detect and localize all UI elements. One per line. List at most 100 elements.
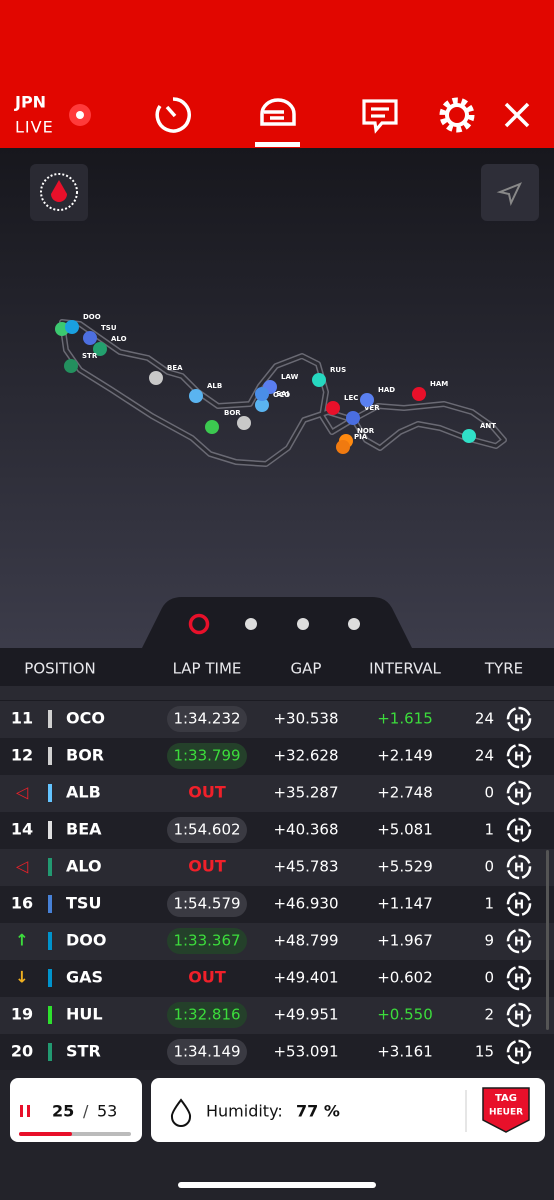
- team-color: [48, 747, 52, 765]
- map-dot[interactable]: [93, 342, 107, 356]
- map-label: TSU: [101, 324, 117, 332]
- table-row[interactable]: [0, 923, 554, 960]
- tyre: H: [514, 787, 524, 801]
- humidity-label: Humidity:: [206, 1102, 283, 1121]
- tyre: H: [514, 935, 524, 949]
- pager-tab: [0, 597, 554, 648]
- map-dot[interactable]: [237, 416, 251, 430]
- map-dot[interactable]: [65, 320, 79, 334]
- position: ◁: [15, 783, 29, 802]
- map-dot[interactable]: [64, 359, 78, 373]
- lap-time: OUT: [188, 968, 226, 987]
- interval: +1.615: [377, 710, 433, 728]
- lap-time-pill: [167, 928, 247, 954]
- team-color: [48, 932, 52, 950]
- interval: +1.967: [377, 932, 433, 950]
- helmet-icon[interactable]: [260, 98, 296, 126]
- tyre-ring: [506, 928, 532, 954]
- tyre: H: [514, 972, 524, 986]
- driver-code: ALB: [66, 783, 101, 802]
- map-dot[interactable]: [312, 373, 326, 387]
- close-icon[interactable]: [504, 102, 530, 128]
- tyre: H: [514, 824, 524, 838]
- map-label: ALB: [207, 382, 222, 390]
- position: 16: [11, 894, 33, 913]
- map-dot[interactable]: [336, 440, 350, 454]
- pager-dot-active[interactable]: [188, 613, 210, 635]
- table-row[interactable]: [0, 960, 554, 997]
- map-label: OCO: [273, 391, 290, 399]
- tyre-ring: [506, 706, 532, 732]
- driver-code: GAS: [66, 968, 103, 987]
- map-label: RUS: [330, 366, 346, 374]
- map-label: ALO: [111, 335, 127, 343]
- timer-icon[interactable]: [155, 97, 191, 133]
- map-dot[interactable]: [189, 389, 203, 403]
- table-row[interactable]: [0, 997, 554, 1034]
- table-row[interactable]: [0, 738, 554, 775]
- map-dot[interactable]: [412, 387, 426, 401]
- map-label: NOR: [357, 427, 375, 435]
- lap-time-pill: [167, 817, 247, 843]
- lap-time-pill: [167, 706, 247, 732]
- position: 11: [11, 709, 33, 728]
- scrollbar: [546, 850, 549, 1030]
- driver-code: BEA: [66, 820, 102, 839]
- map-dot: [205, 420, 219, 434]
- position: ↑: [15, 931, 28, 950]
- map-label: SAI: [276, 390, 289, 398]
- table-row[interactable]: [0, 1034, 554, 1071]
- table-row[interactable]: [0, 886, 554, 923]
- table-row[interactable]: [0, 812, 554, 849]
- pager-dot[interactable]: [245, 618, 257, 630]
- map-dot[interactable]: [255, 398, 269, 412]
- laps: 2: [484, 1006, 494, 1024]
- gap: +49.951: [273, 1006, 338, 1024]
- position: 20: [11, 1042, 33, 1061]
- map-dot[interactable]: [149, 371, 163, 385]
- humidity-icon: [170, 1098, 192, 1127]
- map-dot[interactable]: [326, 401, 340, 415]
- map-dot[interactable]: [360, 393, 374, 407]
- chat-icon[interactable]: [362, 99, 398, 134]
- pause-icon: [20, 1105, 30, 1117]
- tyre-ring: [506, 1039, 532, 1065]
- tyre-ring: [506, 1002, 532, 1028]
- current-lap: 25: [52, 1102, 74, 1121]
- map-label: STR: [82, 352, 98, 360]
- column-header: GAP: [291, 660, 322, 678]
- pager-dot[interactable]: [348, 618, 360, 630]
- map-label: BOR: [224, 409, 241, 417]
- gap: +49.401: [273, 969, 338, 987]
- settings-icon[interactable]: [439, 97, 475, 133]
- locate-button[interactable]: [481, 164, 539, 221]
- pager-dot[interactable]: [297, 618, 309, 630]
- map-dot[interactable]: [83, 331, 97, 345]
- laps: 0: [484, 969, 494, 987]
- map-label: DOO: [83, 313, 101, 321]
- map-label: PIA: [354, 433, 368, 441]
- gap: +45.783: [273, 858, 338, 876]
- table-row[interactable]: [0, 849, 554, 886]
- map-label: LEC: [344, 394, 358, 402]
- active-tab-indicator: [255, 142, 300, 147]
- map-label: HAD: [378, 386, 395, 394]
- table-row[interactable]: [0, 701, 554, 738]
- map-dot[interactable]: [255, 387, 269, 401]
- lap-time: 1:32.816: [173, 1006, 240, 1024]
- map-label: VER: [364, 404, 380, 412]
- position: 14: [11, 820, 33, 839]
- driver-code: TSU: [66, 894, 101, 913]
- map-dot[interactable]: [462, 429, 476, 443]
- laps: 0: [484, 858, 494, 876]
- map-dot[interactable]: [346, 411, 360, 425]
- column-header: TYRE: [484, 660, 523, 678]
- lap-time: OUT: [188, 783, 226, 802]
- interval: +2.149: [377, 747, 433, 765]
- tyre-ring: [506, 965, 532, 991]
- team-color: [48, 1006, 52, 1024]
- interval: +0.602: [377, 969, 433, 987]
- map-label: LAW: [281, 373, 299, 381]
- table-row[interactable]: [0, 775, 554, 812]
